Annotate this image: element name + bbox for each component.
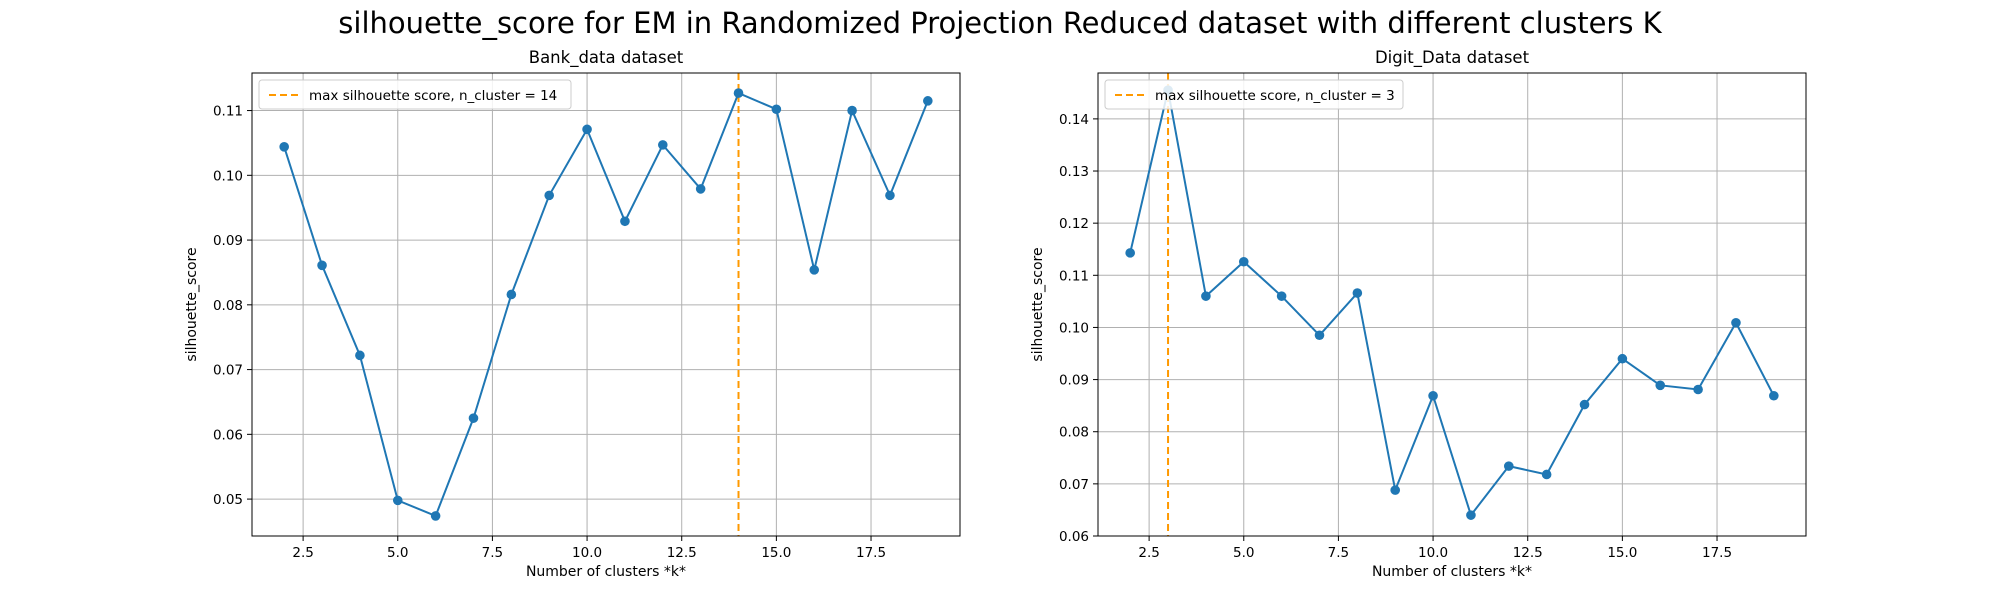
y-axis-label: silhouette_score — [184, 247, 200, 361]
x-axis-label: Number of clusters *k* — [526, 564, 686, 580]
data-point — [355, 350, 365, 361]
y-axis-label: silhouette_score — [1030, 247, 1046, 361]
data-point — [620, 216, 630, 227]
data-point — [885, 190, 895, 201]
y-tick-label: 0.11 — [213, 104, 243, 120]
y-tick-label: 0.14 — [1059, 112, 1089, 128]
y-tick-label: 0.05 — [213, 492, 243, 508]
data-point — [544, 190, 555, 201]
data-point — [468, 413, 479, 423]
legend-label: max silhouette score, n_cluster = 3 — [1155, 88, 1395, 104]
figure-title: silhouette_score for EM in Randomized Pr… — [338, 6, 1662, 40]
y-tick-label: 0.08 — [213, 298, 243, 314]
data-point — [1541, 469, 1552, 480]
data-point — [733, 88, 744, 98]
x-tick-label: 10.0 — [572, 545, 602, 561]
x-tick-label: 15.0 — [761, 545, 791, 561]
data-point — [1731, 317, 1741, 328]
data-point — [1655, 380, 1666, 391]
data-point — [1276, 291, 1287, 301]
y-tick-label: 0.07 — [1059, 477, 1089, 493]
x-tick-label: 7.5 — [482, 545, 503, 561]
x-tick-label: 2.5 — [1138, 545, 1159, 561]
y-tick-label: 0.12 — [1059, 216, 1089, 232]
data-point — [506, 289, 517, 300]
series-line — [283, 91, 929, 518]
data-point — [847, 105, 857, 116]
data-point — [657, 140, 668, 150]
axes-frame — [1097, 72, 1807, 537]
data-point — [1693, 384, 1703, 395]
x-tick-label: 12.5 — [667, 545, 697, 561]
y-tick-label: 0.13 — [1059, 164, 1089, 180]
y-tick-label: 0.10 — [1059, 320, 1089, 336]
data-point — [582, 124, 592, 135]
y-tick-label: 0.06 — [1059, 529, 1089, 545]
subplot-title: Digit_Data dataset — [1375, 48, 1530, 68]
x-tick-label: 10.0 — [1418, 545, 1448, 561]
axes-frame — [251, 72, 961, 537]
data-point — [317, 260, 327, 271]
data-point — [1769, 390, 1779, 401]
x-axis-label: Number of clusters *k* — [1372, 564, 1532, 580]
data-point — [1390, 485, 1401, 495]
chart-panel-1: 2.5 5.0 7.5 10.0 12.5 15.0 17.5 0.05 0.06 0.07 0.0… — [184, 48, 961, 580]
data-point — [1503, 461, 1514, 471]
data-point — [1125, 248, 1135, 258]
legend-box — [258, 79, 572, 110]
data-point — [1617, 353, 1628, 364]
data-point — [1579, 399, 1590, 410]
x-tick-label: 7.5 — [1328, 545, 1349, 561]
legend-label: max silhouette score, n_cluster = 14 — [309, 88, 557, 104]
data-point — [430, 511, 441, 521]
y-tick-label: 0.09 — [1059, 373, 1089, 389]
data-point — [279, 142, 289, 152]
y-tick-label: 0.06 — [213, 427, 243, 443]
x-tick-label: 5.0 — [387, 545, 408, 561]
y-tick-label: 0.09 — [213, 233, 243, 249]
data-point — [1352, 288, 1363, 298]
data-point — [695, 184, 706, 194]
y-tick-label: 0.07 — [213, 363, 243, 379]
y-tick-label: 0.11 — [1059, 268, 1089, 284]
data-point — [1428, 390, 1438, 401]
data-point — [1314, 330, 1325, 341]
x-tick-label: 2.5 — [292, 545, 313, 561]
x-tick-label: 17.5 — [856, 545, 886, 561]
x-tick-label: 17.5 — [1702, 545, 1732, 561]
data-point — [392, 495, 403, 506]
data-point — [771, 104, 782, 115]
subplot-title: Bank_data dataset — [529, 48, 684, 68]
data-point — [1201, 291, 1211, 301]
series-line — [1129, 89, 1775, 518]
legend-box — [1104, 79, 1404, 110]
data-point — [1238, 256, 1249, 267]
y-tick-label: 0.08 — [1059, 425, 1089, 441]
x-tick-label: 12.5 — [1513, 545, 1543, 561]
data-point — [809, 265, 820, 275]
x-tick-label: 5.0 — [1233, 545, 1254, 561]
chart-panel-2: 2.5 5.0 7.5 10.0 12.5 15.0 17.5 0.06 0.07 0.08 0.0… — [1030, 48, 1807, 580]
data-point — [1466, 510, 1476, 520]
x-tick-label: 15.0 — [1607, 545, 1637, 561]
y-tick-label: 0.10 — [213, 168, 243, 184]
data-point — [923, 96, 933, 106]
